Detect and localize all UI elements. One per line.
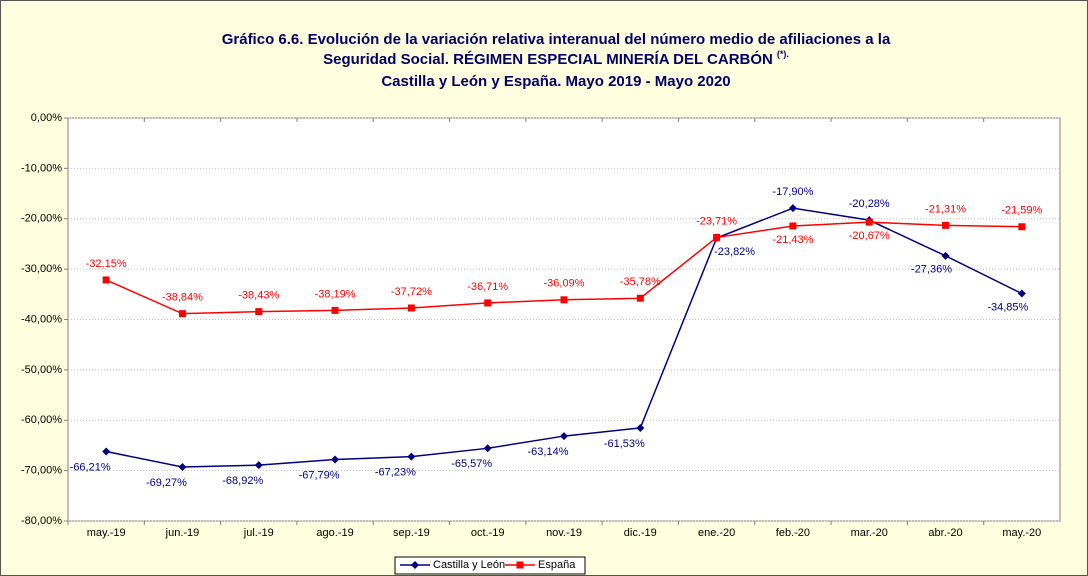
legend-label: España (538, 559, 576, 571)
x-tick-label: oct.-19 (471, 527, 505, 539)
data-label: -65,57% (451, 458, 492, 470)
data-point (788, 204, 797, 213)
data-point (102, 276, 110, 284)
x-tick-label: abr.-20 (928, 527, 962, 539)
x-tick-label: nov.-19 (546, 527, 582, 539)
chart-title: Seguridad Social. RÉGIMEN ESPECIAL MINER… (323, 50, 773, 68)
x-tick-label: jun.-19 (165, 527, 200, 539)
data-label: -27,36% (911, 264, 952, 276)
data-label: -23,71% (696, 215, 737, 227)
data-point (636, 294, 644, 302)
chart-title: Castilla y León y España. Mayo 2019 - Ma… (381, 73, 730, 90)
x-tick-label: may.-19 (87, 527, 126, 539)
x-tick-label: feb.-20 (776, 527, 810, 539)
data-point (178, 310, 186, 318)
y-tick-label: -10,00% (21, 162, 62, 174)
data-point (560, 432, 568, 441)
data-label: -35,78% (620, 276, 661, 288)
y-tick-label: 0,00% (31, 112, 62, 124)
data-point (516, 561, 524, 569)
data-point (484, 299, 492, 307)
legend-box (394, 556, 586, 575)
data-label: -38,84% (162, 292, 203, 304)
data-point (941, 251, 950, 260)
data-label: -63,14% (528, 446, 569, 458)
data-point (254, 461, 263, 470)
data-point (255, 308, 263, 316)
data-point (178, 462, 187, 471)
x-tick-label: sep.-19 (393, 527, 430, 539)
data-point (865, 218, 873, 226)
data-point (1017, 289, 1026, 298)
data-point (713, 233, 721, 241)
x-tick-label: mar.-20 (851, 527, 888, 539)
data-label: -21,31% (925, 203, 966, 215)
data-point (636, 423, 645, 432)
data-label: -20,67% (849, 230, 890, 242)
data-label: -17,90% (772, 186, 813, 198)
x-tick-label: jul.-19 (243, 527, 274, 539)
data-label: -34,85% (987, 301, 1028, 313)
chart-title: Gráfico 6.6. Evolución de la variación r… (222, 31, 891, 48)
x-tick-label: may.-20 (1002, 527, 1041, 539)
data-label: -36,09% (544, 278, 585, 290)
data-label: -67,79% (299, 469, 340, 481)
y-tick-label: -60,00% (21, 414, 62, 426)
data-label: -38,43% (238, 289, 279, 301)
data-point (942, 221, 950, 229)
y-tick-label: -30,00% (21, 263, 62, 275)
data-label: -68,92% (222, 475, 263, 487)
data-label: -61,53% (604, 438, 645, 450)
x-tick-label: ene.-20 (698, 527, 735, 539)
data-point (331, 455, 340, 464)
x-tick-label: dic.-19 (624, 527, 657, 539)
chart-title: Seguridad Social. RÉGIMEN ESPECIAL MINER… (323, 49, 789, 68)
data-point (1018, 223, 1026, 231)
data-label: -23,82% (714, 246, 755, 258)
data-point (483, 444, 492, 453)
data-label: -67,23% (375, 467, 416, 479)
data-label: -20,28% (849, 198, 890, 210)
data-label: -38,19% (315, 288, 356, 300)
data-point (560, 296, 568, 304)
y-tick-label: -50,00% (21, 364, 62, 376)
legend-label: Castilla y León (433, 559, 505, 571)
data-label: -37,72% (391, 286, 432, 298)
y-tick-label: -70,00% (21, 465, 62, 477)
title-note: (*). (777, 49, 789, 59)
data-label: -32,15% (86, 258, 127, 270)
data-point (331, 306, 339, 314)
data-point (407, 452, 416, 461)
data-label: -66,21% (70, 461, 111, 473)
y-tick-label: -20,00% (21, 213, 62, 225)
data-point (102, 447, 111, 456)
x-tick-label: ago.-19 (316, 527, 353, 539)
data-label: -21,59% (1001, 205, 1042, 217)
data-label: -69,27% (146, 477, 187, 489)
y-tick-label: -80,00% (21, 515, 62, 527)
data-point (411, 561, 419, 569)
data-point (407, 304, 415, 312)
data-label: -21,43% (772, 234, 813, 246)
y-tick-label: -40,00% (21, 313, 62, 325)
data-point (789, 222, 797, 230)
data-label: -36,71% (467, 281, 508, 293)
